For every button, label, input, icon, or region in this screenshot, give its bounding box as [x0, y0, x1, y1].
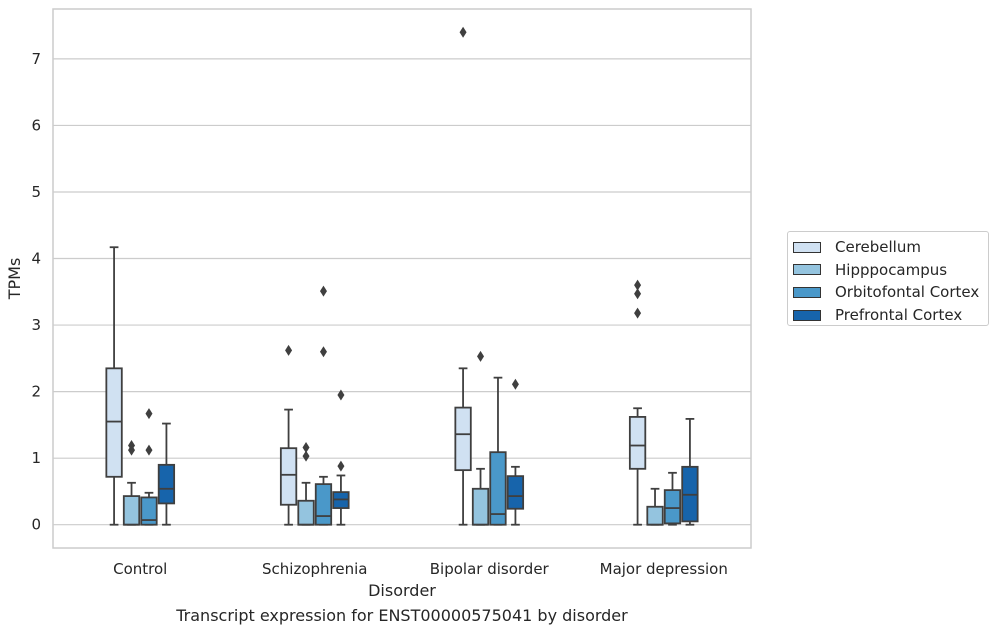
outlier-point — [302, 450, 310, 462]
outlier-point — [337, 389, 345, 401]
box-iqr — [663, 489, 682, 525]
y-tick-label: 4 — [31, 250, 41, 268]
outlier-point — [511, 378, 519, 390]
outlier-point — [285, 344, 293, 356]
legend-label-cerebellum: Cerebellum — [835, 238, 921, 257]
box-iqr — [628, 416, 647, 470]
legend-swatch-hipppocampus — [793, 264, 821, 276]
legend-swatch-prefrontal-cortex — [793, 309, 821, 321]
y-tick-label: 0 — [31, 516, 41, 534]
box-iqr — [122, 495, 141, 526]
box-iqr — [314, 483, 333, 526]
x-tick-label: Schizophrenia — [262, 560, 367, 578]
y-tick-label: 3 — [31, 316, 41, 334]
y-tick-label: 5 — [31, 183, 41, 201]
legend-label-prefrontal-cortex: Prefrontal Cortex — [835, 306, 963, 325]
box-iqr — [140, 496, 158, 526]
x-tick-label: Bipolar disorder — [430, 560, 550, 578]
box-iqr — [489, 451, 507, 526]
legend-item-orbitofontal-cortex: Orbitofontal Cortex — [793, 281, 988, 304]
plot-frame — [52, 8, 752, 549]
legend-label-hipppocampus: Hipppocampus — [835, 260, 948, 279]
box-iqr — [646, 505, 664, 526]
x-tick-label: Control — [113, 560, 167, 578]
outlier-point — [128, 440, 136, 452]
y-tick-label: 2 — [31, 383, 41, 401]
legend-label-orbitofontal-cortex: Orbitofontal Cortex — [835, 283, 980, 302]
outlier-point — [634, 279, 642, 291]
box-iqr — [506, 475, 525, 510]
legend-swatch-cerebellum — [793, 241, 821, 253]
outlier-point — [337, 460, 345, 472]
outlier-point — [459, 26, 467, 38]
box-iqr — [297, 499, 315, 526]
y-tick-label: 7 — [31, 50, 41, 68]
y-tick-label: 1 — [31, 449, 41, 467]
outlier-point — [145, 408, 153, 420]
outlier-point — [302, 442, 310, 454]
outlier-point — [319, 346, 327, 358]
box-iqr — [471, 487, 490, 526]
y-axis-title: TPMs — [5, 258, 24, 301]
outlier-point — [477, 350, 485, 362]
legend-item-cerebellum: Cerebellum — [793, 236, 988, 259]
legend-item-hipppocampus: Hipppocampus — [793, 259, 988, 282]
legend: Cerebellum Hipppocampus Orbitofontal Cor… — [787, 231, 989, 326]
x-axis-title: Disorder — [368, 581, 436, 600]
box-iqr — [454, 406, 472, 472]
x-tick-label: Major depression — [600, 560, 728, 578]
outlier-point — [319, 285, 327, 297]
figure-caption: Transcript expression for ENST0000057504… — [176, 606, 628, 625]
legend-item-prefrontal-cortex: Prefrontal Cortex — [793, 304, 988, 327]
legend-swatch-orbitofontal-cortex — [793, 286, 821, 298]
outlier-point — [145, 444, 153, 456]
box-iqr — [157, 463, 176, 505]
box-iqr — [105, 367, 123, 478]
y-tick-label: 6 — [31, 116, 41, 134]
outlier-point — [634, 288, 642, 300]
box-iqr — [279, 447, 298, 506]
outlier-point — [634, 307, 642, 319]
